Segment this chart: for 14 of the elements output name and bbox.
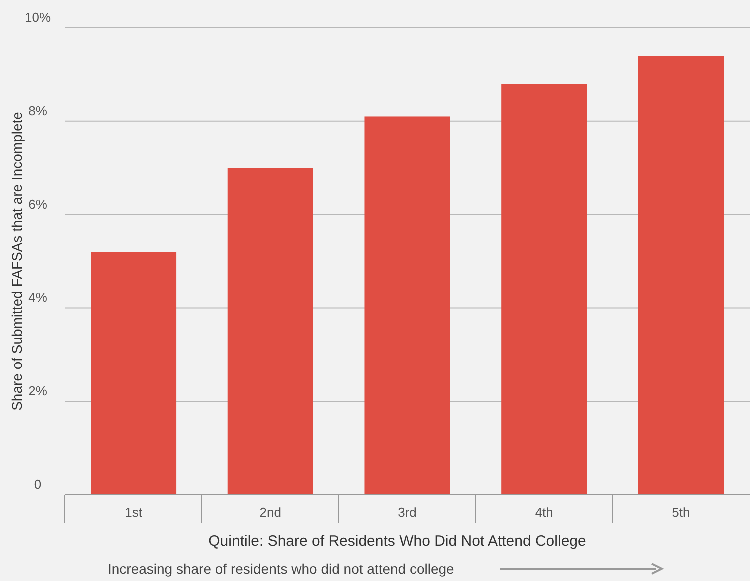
x-axis-title: Quintile: Share of Residents Who Did Not Attend College — [208, 533, 586, 550]
x-tick-label: 1st — [125, 505, 143, 520]
y-tick-label: 4% — [28, 290, 48, 306]
y-tick-label: 10% — [24, 10, 52, 25]
x-tick-label: 3rd — [398, 505, 417, 520]
text: Increasing share of residents who did not attend college — [108, 561, 455, 577]
x-tick-label: 5th — [672, 505, 690, 520]
y-tick-label: 2% — [28, 384, 48, 399]
y-tick-label: 6% — [28, 196, 48, 212]
y-tick-label: 8% — [28, 103, 48, 118]
y-tick-label: 0 — [34, 477, 42, 492]
x-tick-label: 4th — [535, 505, 554, 520]
x-tick-label: 2nd — [260, 505, 282, 520]
y-axis-title: Share of Submitted FAFSAs that are Incomplete — [9, 112, 25, 411]
